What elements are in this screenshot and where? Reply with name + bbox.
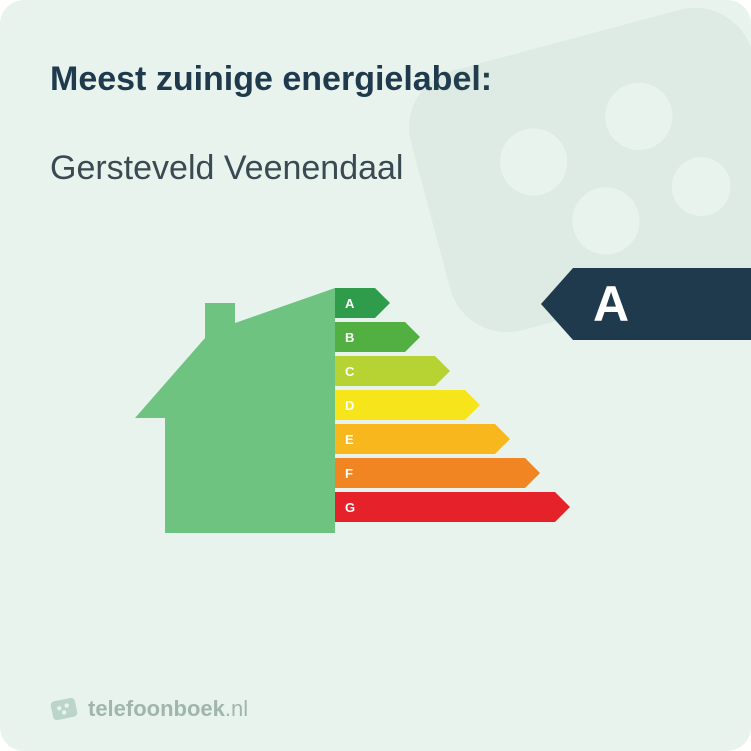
footer-logo-icon <box>47 692 80 725</box>
rating-arrow-icon <box>541 268 573 340</box>
energy-bar-label: E <box>335 424 495 454</box>
footer-brand-bold: telefoonboek <box>88 696 225 721</box>
bar-arrow-icon <box>375 288 390 318</box>
energy-bar-label: B <box>335 322 405 352</box>
bar-arrow-icon <box>555 492 570 522</box>
rating-badge: A <box>541 268 751 340</box>
energy-bar-label: F <box>335 458 525 488</box>
energy-bar-label: C <box>335 356 435 386</box>
rating-letter: A <box>573 268 751 340</box>
house-icon <box>135 288 335 533</box>
bar-arrow-icon <box>435 356 450 386</box>
footer: telefoonboek.nl <box>50 695 248 723</box>
energy-bar-label: A <box>335 288 375 318</box>
energy-chart: ABCDEFG A <box>50 258 701 558</box>
footer-brand-light: .nl <box>225 696 248 721</box>
bar-arrow-icon <box>405 322 420 352</box>
energy-bar-label: G <box>335 492 555 522</box>
bar-arrow-icon <box>525 458 540 488</box>
bar-arrow-icon <box>465 390 480 420</box>
energy-label-card: Meest zuinige energielabel: Gersteveld V… <box>0 0 751 751</box>
bar-arrow-icon <box>495 424 510 454</box>
footer-brand: telefoonboek.nl <box>88 696 248 722</box>
energy-bar-label: D <box>335 390 465 420</box>
